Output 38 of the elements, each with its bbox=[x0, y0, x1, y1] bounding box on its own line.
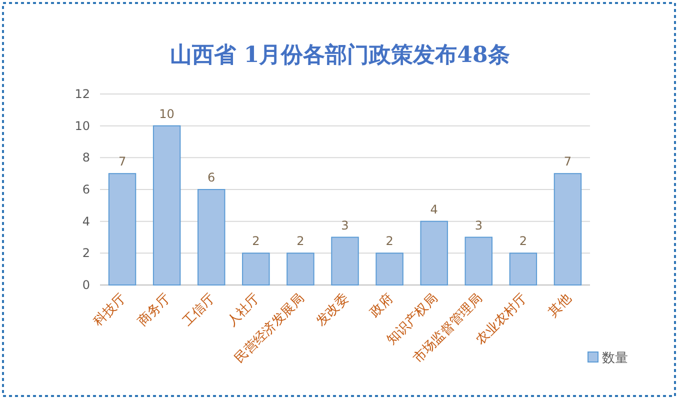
data-label: 2 bbox=[252, 234, 260, 248]
bar bbox=[554, 173, 582, 286]
y-tick-label: 12 bbox=[74, 87, 90, 101]
data-label: 3 bbox=[341, 218, 349, 232]
data-label: 10 bbox=[159, 106, 174, 121]
bar bbox=[376, 252, 404, 286]
x-tick-label: 政府 bbox=[366, 290, 396, 320]
data-label: 2 bbox=[519, 234, 527, 248]
bar bbox=[152, 125, 181, 286]
bar bbox=[198, 189, 226, 286]
y-tick-label: 6 bbox=[82, 182, 90, 196]
y-tick-label: 0 bbox=[82, 278, 90, 292]
data-label: 6 bbox=[208, 170, 216, 184]
data-label: 4 bbox=[430, 202, 438, 216]
y-tick-label: 2 bbox=[82, 246, 90, 260]
data-label: 7 bbox=[564, 154, 572, 169]
bar bbox=[108, 173, 136, 286]
y-tick-label: 8 bbox=[82, 150, 90, 165]
bar bbox=[464, 236, 492, 286]
data-label: 2 bbox=[386, 234, 394, 248]
data-label: 7 bbox=[118, 154, 126, 169]
y-tick-label: 10 bbox=[74, 118, 90, 133]
bar bbox=[331, 236, 359, 286]
x-tick-label: 人社厅 bbox=[224, 291, 263, 330]
chart-title: 山西省 1月份各部门政策发布48条 bbox=[170, 42, 510, 68]
legend-label: 数量 bbox=[602, 351, 628, 366]
data-label: 2 bbox=[296, 234, 304, 248]
x-tick-label: 商务厅 bbox=[135, 291, 174, 330]
data-label: 3 bbox=[474, 218, 482, 232]
x-tick-label: 其他 bbox=[546, 291, 575, 320]
x-tick-label: 科技厅 bbox=[90, 291, 130, 330]
bar bbox=[420, 220, 448, 286]
bar bbox=[242, 252, 270, 286]
x-tick-label: 发改委 bbox=[314, 291, 352, 330]
y-tick-label: 4 bbox=[82, 214, 90, 228]
bar bbox=[509, 252, 538, 286]
x-tick-label: 工信厅 bbox=[180, 291, 218, 330]
bar bbox=[286, 252, 314, 286]
